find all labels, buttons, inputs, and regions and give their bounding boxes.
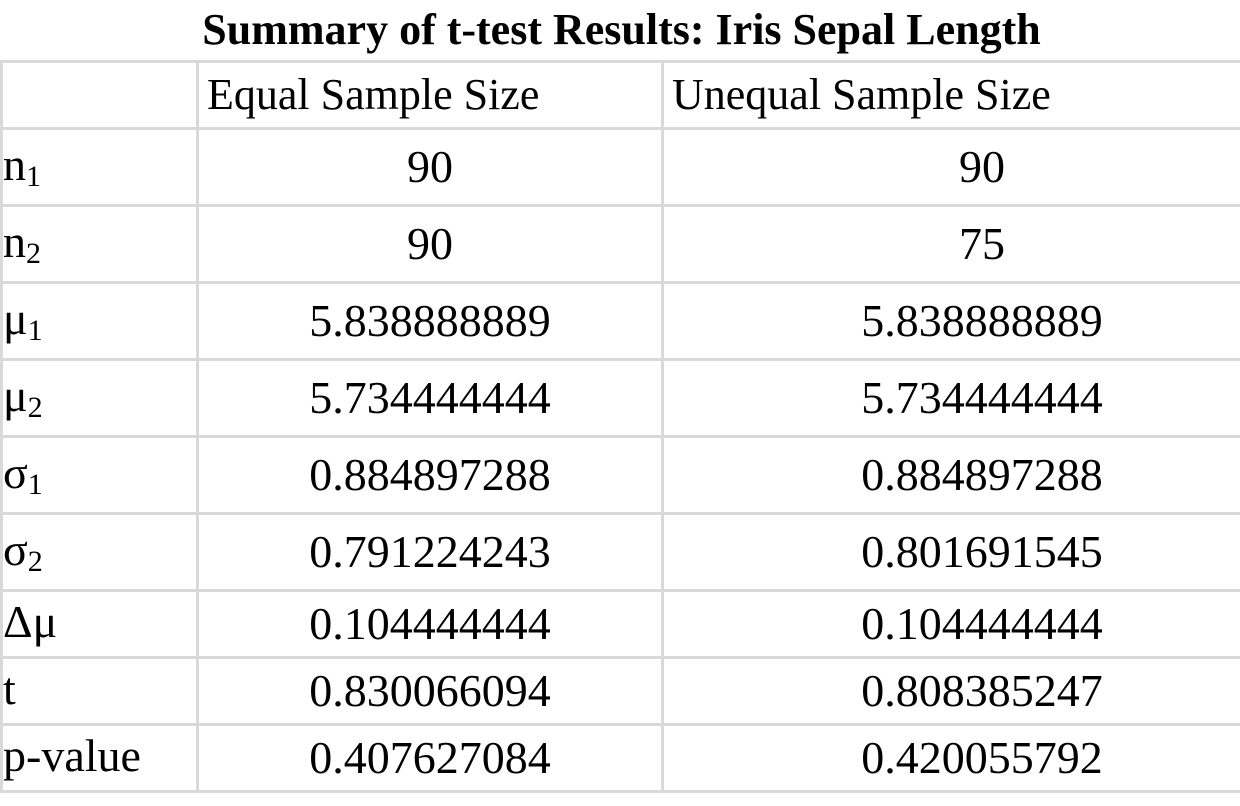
row-label[interactable]: p-value	[0, 723, 199, 793]
equal-value-cell[interactable]: 5.734444444	[196, 358, 664, 438]
label-symbol: n	[3, 216, 27, 267]
label-symbol: t	[3, 663, 16, 714]
header-cell-unequal[interactable]: Unequal Sample Size	[661, 60, 1240, 130]
row-label[interactable]: n1	[0, 127, 199, 207]
table-row: Δμ 0.104444444 0.104444444	[0, 589, 1240, 659]
label-symbol: n	[3, 139, 27, 190]
table-row: σ2 0.791224243 0.801691545	[0, 512, 1240, 592]
unequal-value-cell[interactable]: 90	[661, 127, 1240, 207]
label-symbol: Δμ	[3, 596, 58, 647]
equal-value-cell[interactable]: 0.830066094	[196, 656, 664, 726]
header-cell-equal[interactable]: Equal Sample Size	[196, 60, 664, 130]
equal-value-cell[interactable]: 0.407627084	[196, 723, 664, 793]
row-label[interactable]: Δμ	[0, 589, 199, 659]
equal-value-cell[interactable]: 0.884897288	[196, 435, 664, 515]
unequal-value-cell[interactable]: 5.734444444	[661, 358, 1240, 438]
equal-value-cell[interactable]: 90	[196, 127, 664, 207]
label-symbol: σ	[3, 524, 28, 575]
unequal-value-cell[interactable]: 0.801691545	[661, 512, 1240, 592]
table-row: μ2 5.734444444 5.734444444	[0, 358, 1240, 438]
label-subscript: 2	[27, 545, 43, 578]
label-symbol: σ	[3, 447, 28, 498]
row-label[interactable]: σ2	[0, 512, 199, 592]
row-label[interactable]: n2	[0, 204, 199, 284]
table-row: n1 90 90	[0, 127, 1240, 207]
label-symbol: μ	[3, 370, 28, 421]
unequal-value-cell[interactable]: 0.884897288	[661, 435, 1240, 515]
unequal-value-cell[interactable]: 0.808385247	[661, 656, 1240, 726]
label-subscript: 2	[26, 237, 41, 270]
row-label[interactable]: μ1	[0, 281, 199, 361]
unequal-value-cell[interactable]: 75	[661, 204, 1240, 284]
unequal-value-cell[interactable]: 5.838888889	[661, 281, 1240, 361]
equal-value-cell[interactable]: 0.104444444	[196, 589, 664, 659]
unequal-value-cell[interactable]: 0.420055792	[661, 723, 1240, 793]
header-cell-empty[interactable]	[0, 60, 199, 130]
row-label[interactable]: t	[0, 656, 199, 726]
equal-value-cell[interactable]: 90	[196, 204, 664, 284]
label-subscript: 1	[27, 314, 43, 347]
row-label[interactable]: μ2	[0, 358, 199, 438]
table-row: p-value 0.407627084 0.420055792	[0, 723, 1240, 793]
label-symbol: p-value	[3, 730, 141, 781]
table-row: t 0.830066094 0.808385247	[0, 656, 1240, 726]
label-symbol: μ	[3, 293, 28, 344]
header-row: Equal Sample Size Unequal Sample Size	[0, 60, 1240, 130]
unequal-value-cell[interactable]: 0.104444444	[661, 589, 1240, 659]
table-row: n2 90 75	[0, 204, 1240, 284]
equal-value-cell[interactable]: 0.791224243	[196, 512, 664, 592]
title-row: Summary of t-test Results: Iris Sepal Le…	[1, 0, 1240, 63]
label-subscript: 1	[27, 468, 43, 501]
label-subscript: 2	[27, 391, 43, 424]
table-title[interactable]: Summary of t-test Results: Iris Sepal Le…	[1, 0, 1240, 63]
table-row: μ1 5.838888889 5.838888889	[0, 281, 1240, 361]
label-subscript: 1	[26, 160, 41, 193]
table-row: σ1 0.884897288 0.884897288	[0, 435, 1240, 515]
equal-value-cell[interactable]: 5.838888889	[196, 281, 664, 361]
row-label[interactable]: σ1	[0, 435, 199, 515]
